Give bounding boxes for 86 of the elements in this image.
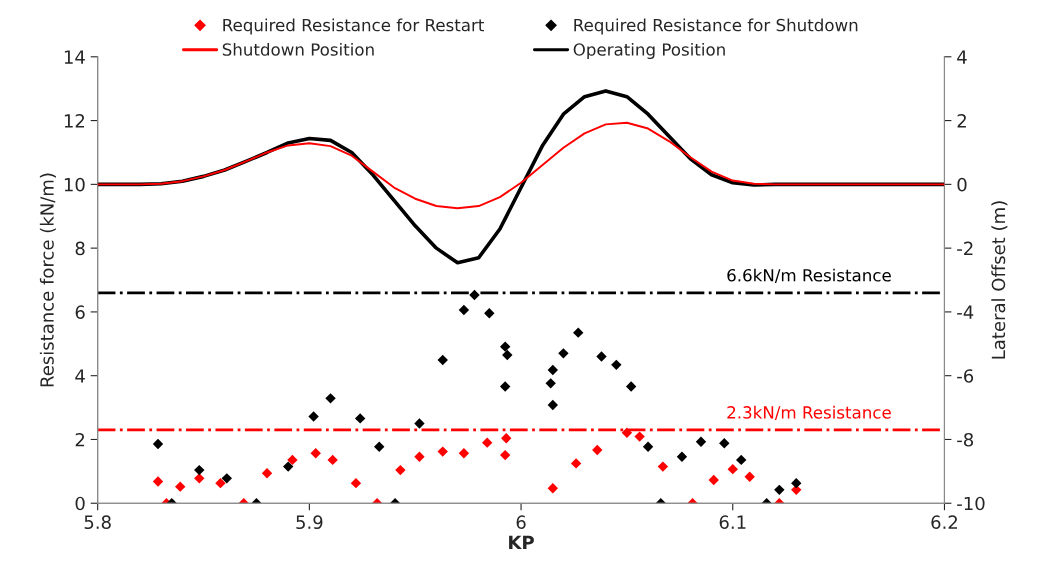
legend-label: Operating Position xyxy=(573,42,725,60)
point xyxy=(502,349,513,361)
y2-tick-label: -6 xyxy=(957,369,974,383)
point xyxy=(558,348,569,359)
point xyxy=(437,354,448,366)
point xyxy=(283,461,294,472)
point xyxy=(744,471,755,482)
y-tick-label: 2 xyxy=(75,432,85,447)
x-tick-label: 5.9 xyxy=(296,515,323,530)
y-axis-title: Resistance force (kN/m) xyxy=(39,173,56,387)
point xyxy=(547,364,559,376)
point xyxy=(634,431,645,442)
point xyxy=(545,378,556,389)
point xyxy=(458,447,470,459)
point xyxy=(194,473,205,484)
point xyxy=(261,468,273,479)
ref-line-label: 2.3kN/m Resistance xyxy=(727,405,891,421)
y2-tick-label: 2 xyxy=(957,114,966,128)
point xyxy=(501,433,512,444)
point xyxy=(611,359,622,371)
point xyxy=(499,341,511,352)
point xyxy=(774,484,785,496)
point xyxy=(791,477,802,489)
legend-label: Required Resistance for Shutdown xyxy=(574,18,858,35)
point xyxy=(695,436,707,447)
y-tick-label: 4 xyxy=(75,369,85,383)
point xyxy=(437,446,448,457)
point xyxy=(573,327,584,338)
x-tick-label: 6 xyxy=(516,515,526,530)
point xyxy=(327,454,338,466)
point xyxy=(221,473,232,484)
point xyxy=(736,454,747,466)
point xyxy=(287,454,298,466)
ref-line-label: 6.6kN/m Resistance xyxy=(727,268,891,283)
point xyxy=(152,476,164,487)
point xyxy=(676,451,688,462)
x-tick-label: 6.2 xyxy=(931,515,957,530)
point xyxy=(308,411,319,422)
point xyxy=(215,477,226,489)
point xyxy=(481,437,493,448)
y2-tick-label: 4 xyxy=(957,50,967,64)
point xyxy=(310,447,321,459)
y2-tick-label: -8 xyxy=(957,432,974,447)
point xyxy=(325,393,336,404)
x-tick-label: 5.8 xyxy=(84,515,111,530)
point xyxy=(657,461,669,472)
point xyxy=(458,304,470,316)
point xyxy=(570,458,582,469)
point xyxy=(374,441,385,452)
y-tick-label: 14 xyxy=(64,50,85,64)
point xyxy=(414,451,425,462)
y-tick-label: 6 xyxy=(75,305,85,320)
y-tick-label: 8 xyxy=(75,241,85,256)
point xyxy=(414,418,425,429)
y-tick-label: 12 xyxy=(64,114,85,128)
legend-label: Required Resistance for Restart xyxy=(223,18,484,35)
point xyxy=(194,464,205,476)
x-tick-label: 6.1 xyxy=(719,515,746,530)
point xyxy=(395,464,406,476)
point xyxy=(350,477,362,489)
line-series xyxy=(97,121,945,210)
point xyxy=(175,481,186,492)
y2-tick-label: -2 xyxy=(957,241,973,255)
y2-axis-title: Lateral Offset (m) xyxy=(991,201,1008,359)
legend-label: Shutdown Position xyxy=(222,42,374,56)
point xyxy=(354,413,366,424)
point xyxy=(152,438,164,450)
y-tick-label: 10 xyxy=(64,177,85,192)
y-tick-label: 0 xyxy=(75,496,85,511)
x-axis-title: KP xyxy=(509,535,534,550)
y2-tick-label: -4 xyxy=(957,305,974,319)
y2-tick-label: -10 xyxy=(957,496,985,511)
point xyxy=(727,463,738,475)
point xyxy=(642,441,654,452)
point xyxy=(592,444,603,456)
point xyxy=(547,483,559,494)
point xyxy=(708,474,719,486)
point xyxy=(596,351,607,362)
point xyxy=(499,449,511,461)
y2-tick-label: 0 xyxy=(957,177,967,192)
point xyxy=(719,438,730,449)
point xyxy=(547,399,559,411)
point xyxy=(484,307,495,319)
point xyxy=(625,381,637,392)
point xyxy=(499,381,511,392)
point xyxy=(621,427,633,438)
